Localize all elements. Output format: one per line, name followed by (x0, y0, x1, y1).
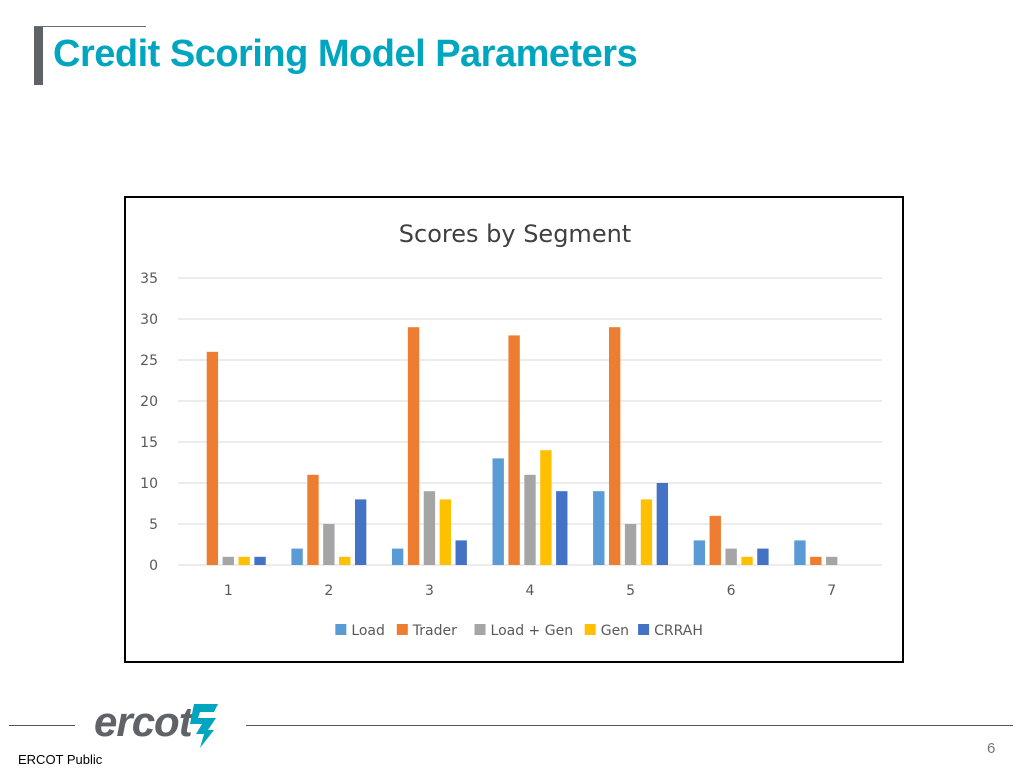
bar (455, 540, 467, 565)
legend-swatch (474, 624, 486, 635)
bar (794, 540, 806, 565)
bar (826, 556, 838, 565)
x-tick-label: 4 (526, 583, 535, 599)
legend-item: Trader (396, 623, 457, 639)
bar (291, 548, 303, 565)
legend-label: CRRAH (654, 623, 703, 639)
bar (323, 524, 335, 565)
legend-label: Load + Gen (491, 623, 574, 639)
bar (508, 335, 520, 565)
bar (492, 458, 504, 565)
bar (757, 548, 769, 565)
legend: Load Trader Load + Gen Gen CRRAH (335, 623, 703, 639)
chart-title: Scores by Segment (399, 220, 631, 248)
bar (238, 556, 250, 565)
y-tick-label: 20 (140, 394, 158, 410)
bar (407, 327, 420, 565)
bar (810, 556, 822, 565)
bar (593, 491, 605, 565)
x-tick-label: 7 (827, 583, 836, 599)
ercot-logo-text: ercot (94, 698, 193, 745)
legend-swatch (638, 624, 650, 635)
legend-swatch (584, 624, 596, 635)
bar (556, 491, 568, 565)
bar (307, 474, 319, 565)
bar (624, 524, 637, 565)
y-tick-label: 0 (149, 558, 158, 574)
x-tick-label: 6 (727, 583, 736, 599)
y-axis-ticks: 0 5 10 15 20 25 30 35 (140, 271, 158, 574)
bars (206, 327, 838, 565)
x-tick-label: 2 (324, 583, 333, 599)
bar-chart: Scores by Segment 0 5 10 15 20 25 30 35 1 2 3 4 5 6 7… (140, 220, 882, 639)
footer-rule-right (246, 725, 1013, 726)
bar (693, 540, 706, 565)
title-top-rule (34, 26, 146, 27)
legend-label: Trader (412, 623, 457, 639)
bar (254, 556, 266, 565)
y-tick-label: 10 (140, 476, 158, 492)
legend-swatch (335, 624, 347, 635)
footer-classification: ERCOT Public (18, 752, 103, 767)
legend-item: Load (335, 623, 385, 639)
bar (640, 499, 653, 565)
y-tick-label: 35 (140, 271, 158, 287)
x-tick-label: 1 (224, 583, 233, 599)
legend-item: Load + Gen (474, 623, 574, 639)
x-tick-label: 5 (626, 583, 635, 599)
bar (725, 548, 737, 565)
bar (656, 483, 669, 565)
y-tick-label: 5 (149, 517, 158, 533)
title-accent-bar (34, 27, 43, 85)
bar (524, 474, 536, 565)
bar (354, 499, 367, 565)
legend-item: CRRAH (638, 623, 703, 639)
bar (206, 351, 219, 565)
bar (439, 499, 452, 565)
slide-title: Credit Scoring Model Parameters (53, 33, 638, 75)
x-tick-label: 3 (425, 583, 434, 599)
legend-swatch (396, 624, 408, 635)
legend-label: Gen (601, 623, 629, 639)
bar (709, 515, 721, 565)
bar (540, 450, 552, 565)
y-tick-label: 25 (140, 353, 158, 369)
bar (608, 327, 621, 565)
legend-item: Gen (584, 623, 629, 639)
bar (741, 556, 753, 565)
page-number: 6 (987, 740, 996, 757)
bar (423, 491, 436, 565)
chart-frame: Scores by Segment 0 5 10 15 20 25 30 35 1 2 3 4 5 6 7… (124, 196, 904, 663)
y-tick-label: 15 (140, 435, 158, 451)
x-axis-ticks: 1 2 3 4 5 6 7 (224, 583, 836, 599)
bar (222, 556, 234, 565)
bar (339, 556, 351, 565)
legend-label: Load (351, 623, 385, 639)
footer-rule-left (9, 725, 75, 726)
lightning-logo-icon (188, 700, 226, 755)
bar (391, 548, 404, 565)
y-tick-label: 30 (140, 312, 158, 328)
